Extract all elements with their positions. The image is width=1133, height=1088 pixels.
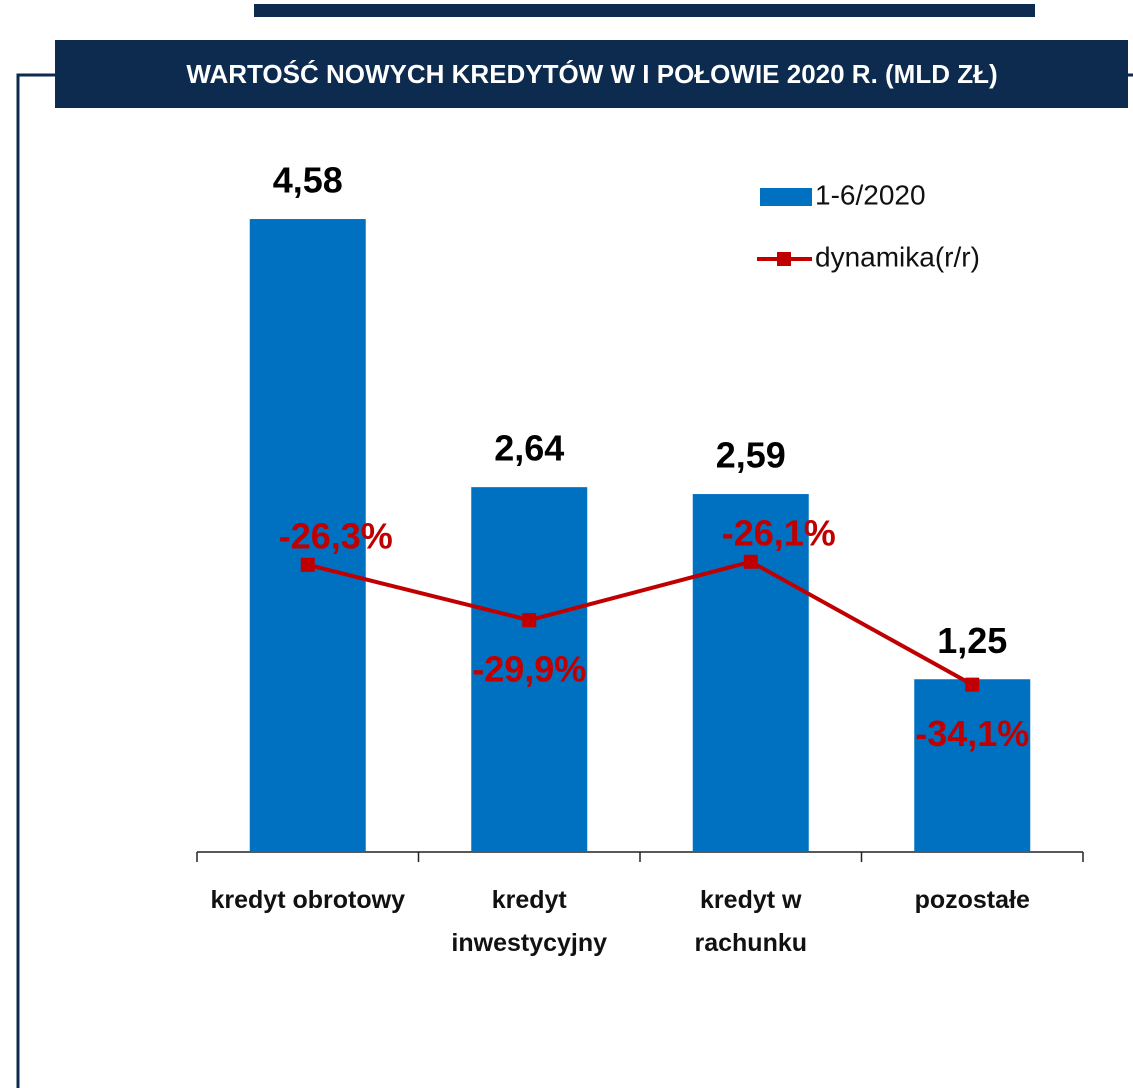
legend-label: 1-6/2020 [815,179,926,210]
line-label: -26,3% [279,515,393,556]
x-tick-label: kredyt inwestycyjny [451,886,608,957]
line-marker [300,557,315,572]
bar [471,487,588,852]
line-marker [522,613,537,628]
x-tick-label: kredyt w rachunku [694,886,808,957]
title-box [55,40,1128,108]
x-tick-label: kredyt obrotowy [210,886,405,914]
line [307,559,974,687]
line-marker [965,677,980,692]
bar [914,679,1031,852]
frame [16,73,55,1088]
bar-label: 2,59 [716,435,786,476]
legend-label: dynamika(r/r) [815,241,980,272]
top-bar [254,4,1035,17]
x-tick-label: pozostałe [914,886,1030,914]
bar [249,219,366,852]
bar [692,494,809,852]
bar-label: 2,64 [494,428,564,469]
chart-title: WARTOŚĆ NOWYCH KREDYTÓW W I POŁOWIE 2020… [186,59,997,89]
legend-swatch [760,188,812,206]
line-label: -26,1% [722,512,836,553]
line-label: -34,1% [915,713,1029,754]
bar-label: 1,25 [937,620,1007,661]
legend-swatch [777,252,791,266]
bar-label: 4,58 [273,160,343,201]
line-label: -29,9% [472,649,586,690]
line-marker [743,554,758,569]
